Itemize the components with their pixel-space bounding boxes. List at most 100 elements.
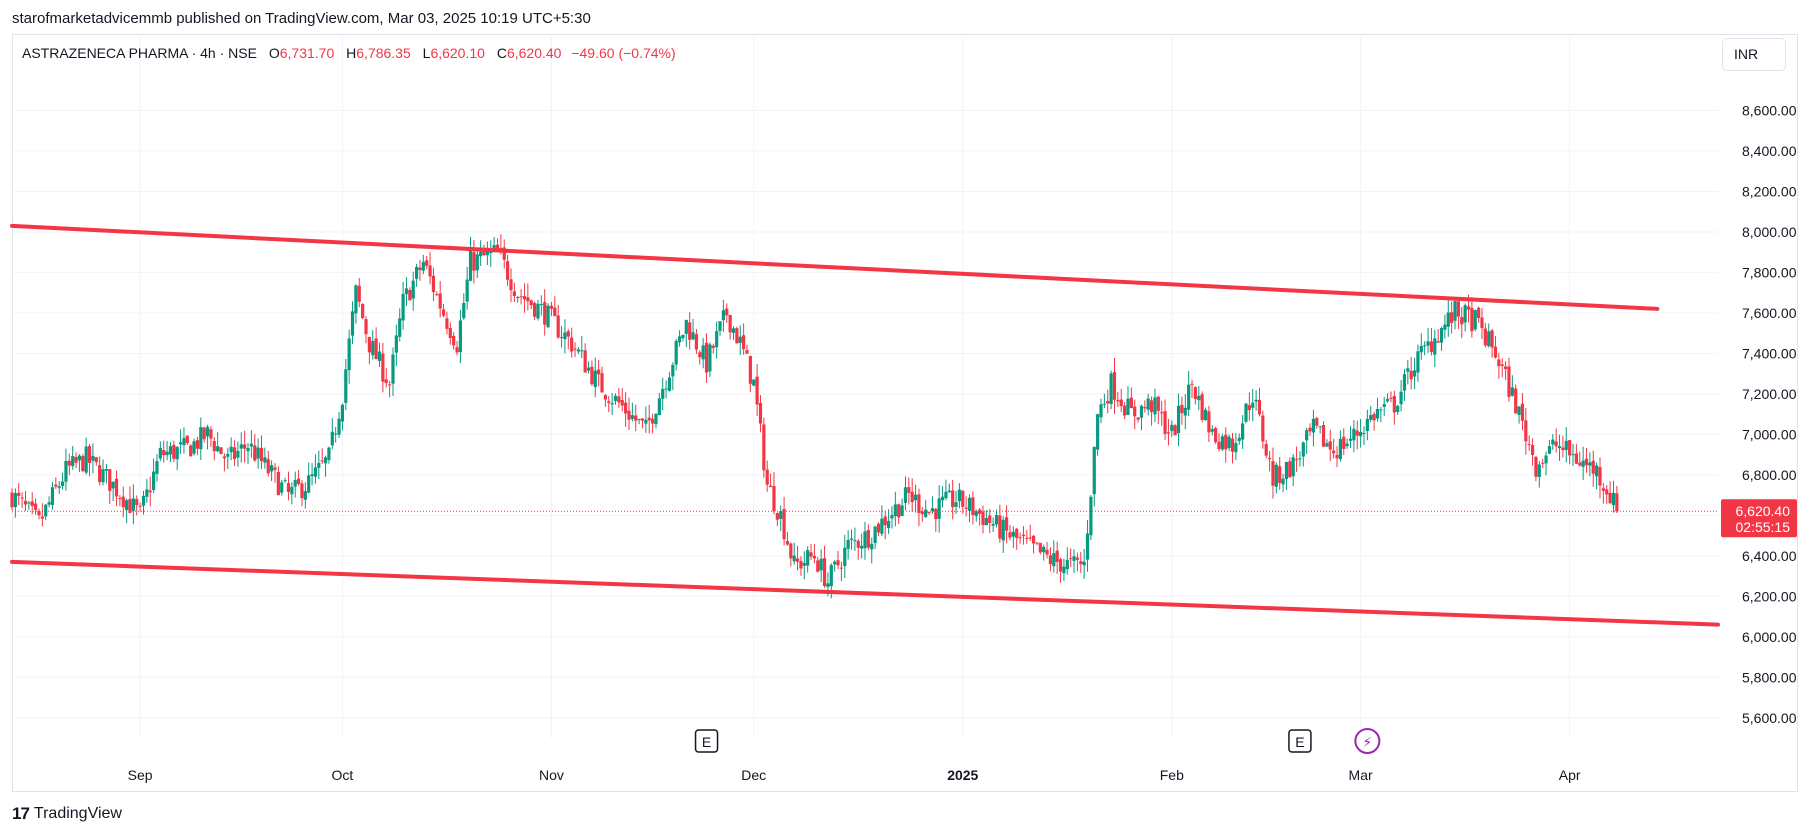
candle-body	[981, 511, 985, 525]
candle-body	[583, 350, 587, 373]
candle-body	[1099, 404, 1103, 418]
candle-body	[475, 254, 479, 271]
y-tick-label: 8,000.00	[1742, 224, 1797, 240]
currency-button[interactable]: INR	[1722, 38, 1786, 71]
candle-body	[313, 467, 318, 477]
footer-brand[interactable]: 17 TradingView	[12, 804, 122, 824]
candle-body	[779, 511, 783, 519]
candle-body	[725, 308, 729, 316]
candle-body	[1102, 403, 1106, 405]
candle-body	[334, 433, 338, 435]
candle-body	[792, 555, 796, 562]
candle-body	[1429, 341, 1434, 353]
earnings-marker-icon[interactable]	[1288, 729, 1312, 753]
candle-body	[77, 455, 82, 461]
candle-body	[887, 520, 891, 529]
candle-body	[468, 250, 473, 281]
candle-body	[448, 328, 452, 339]
candle-body	[1028, 537, 1032, 539]
candle-body	[1423, 345, 1427, 347]
candle-body	[519, 296, 523, 298]
candle-body	[721, 310, 725, 321]
candle-body	[1352, 428, 1356, 441]
tradingview-logo-icon: 17	[12, 804, 30, 823]
close-label: C	[496, 45, 507, 61]
candle-body	[994, 515, 999, 525]
candle-body	[1406, 368, 1410, 372]
candle-body	[1251, 402, 1255, 408]
candle-body	[870, 543, 874, 550]
candle-body	[465, 279, 469, 302]
candle-body	[1180, 404, 1184, 414]
candle-body	[458, 320, 463, 352]
candle-body	[209, 429, 213, 439]
candle-body	[418, 267, 422, 271]
candle-body	[688, 322, 692, 340]
candle-body	[1332, 450, 1336, 454]
channel-line-upper[interactable]	[10, 223, 1660, 311]
candle-body	[529, 300, 533, 306]
candle-body	[978, 509, 982, 514]
candle-body	[361, 304, 365, 319]
candle-body	[762, 424, 766, 471]
channel-line-lower[interactable]	[10, 559, 1720, 627]
candle-body	[748, 356, 752, 384]
earnings-marker-icon[interactable]	[694, 729, 719, 753]
open-value: 6,731.70	[279, 45, 335, 61]
candle-body	[1487, 331, 1491, 347]
candle-body	[293, 479, 297, 487]
candle-body	[1143, 407, 1147, 409]
candle-body	[1615, 493, 1619, 512]
candle-body	[455, 347, 459, 353]
candle-body	[1301, 442, 1305, 457]
candle-body	[357, 285, 361, 302]
candle-body	[1173, 425, 1177, 436]
candle-body	[401, 293, 405, 321]
candle-body	[87, 446, 92, 463]
candle-body	[536, 303, 540, 319]
candle-body	[162, 450, 166, 456]
candle-body	[1547, 446, 1552, 454]
candle-body	[1075, 557, 1080, 560]
candle-body	[1281, 478, 1285, 485]
candle-body	[944, 491, 948, 499]
candle-body	[1042, 546, 1046, 553]
candle-body	[1021, 534, 1026, 537]
candle-body	[114, 478, 119, 497]
split-marker-icon[interactable]	[1354, 728, 1381, 754]
candle-body	[44, 504, 48, 517]
candle-body	[893, 504, 897, 517]
symbol-name[interactable]: ASTRAZENECA PHARMA · 4h · NSE	[22, 45, 257, 61]
candle-body	[1062, 566, 1066, 574]
channel-lines	[10, 223, 1720, 627]
candle-body	[1507, 366, 1511, 397]
candle-body	[138, 505, 142, 507]
candle-body	[388, 384, 392, 386]
candle-body	[876, 523, 881, 533]
candle-body	[809, 552, 813, 557]
candle-body	[610, 403, 614, 405]
candle-body	[1409, 370, 1413, 380]
candle-body	[364, 319, 368, 335]
candle-body	[691, 332, 695, 340]
candle-body	[1601, 488, 1605, 491]
candle-body	[613, 395, 618, 401]
candle-body	[566, 331, 570, 337]
candle-body	[425, 260, 429, 266]
candle-body	[674, 340, 678, 365]
candle-body	[367, 336, 371, 353]
candle-body	[1571, 454, 1575, 456]
candle-body	[1210, 428, 1214, 432]
candle-body	[10, 492, 14, 508]
candle-body	[1183, 407, 1187, 416]
candle-body	[890, 515, 894, 519]
candle-body	[1156, 396, 1160, 411]
candle-body	[1561, 447, 1565, 451]
candle-body	[1325, 443, 1329, 447]
candle-body	[984, 518, 988, 526]
candle-body	[1139, 405, 1144, 418]
candle-body	[1399, 391, 1403, 405]
candle-body	[121, 496, 125, 508]
candle-body	[661, 388, 665, 399]
